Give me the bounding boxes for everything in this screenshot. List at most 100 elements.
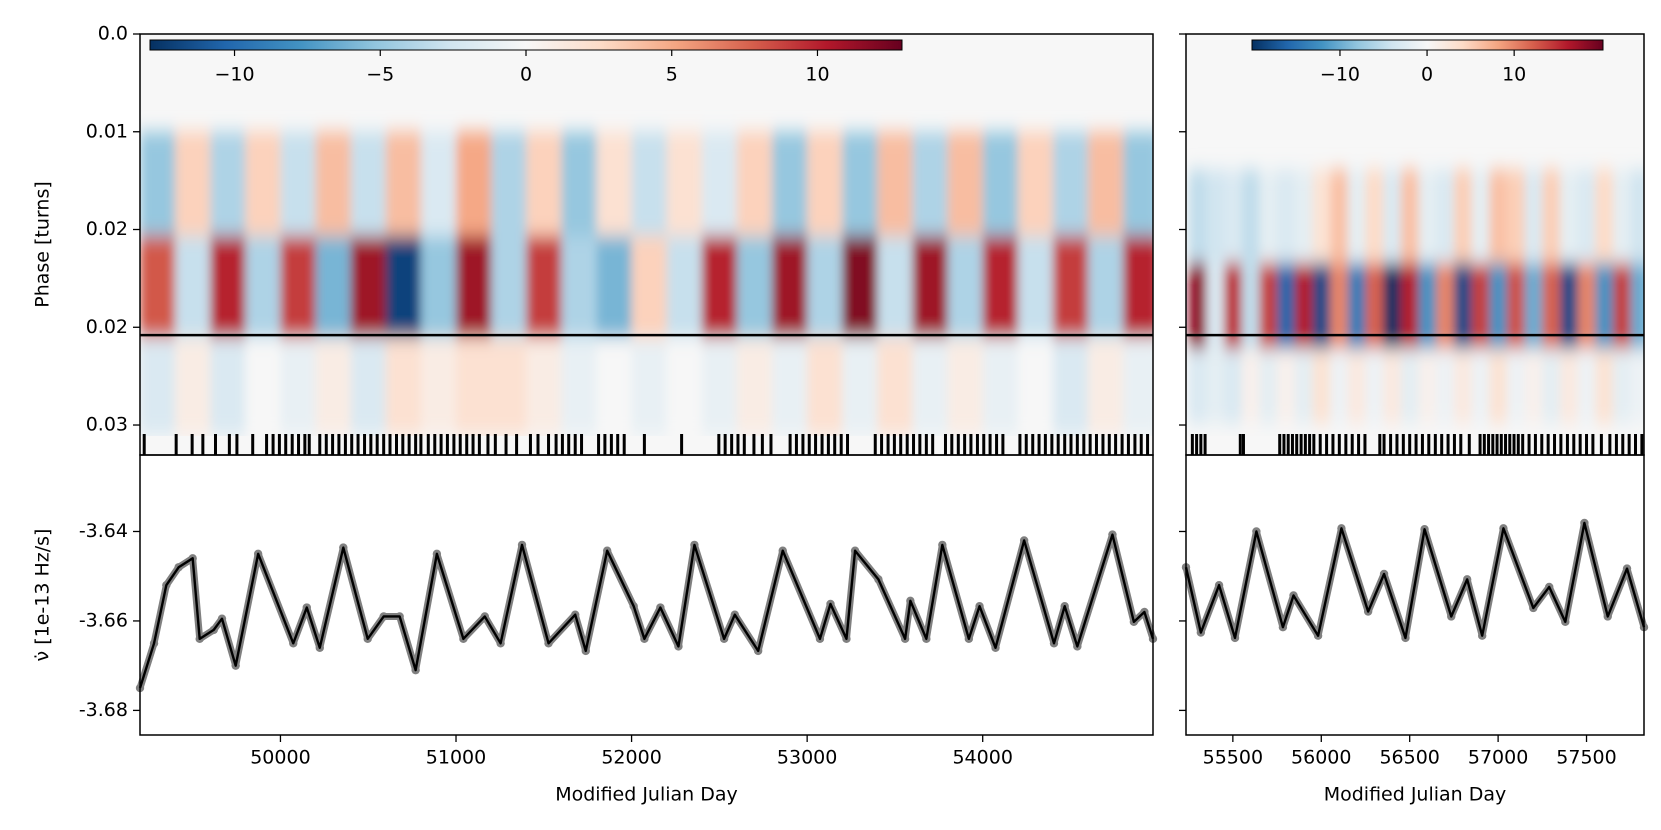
heatmap-cell <box>1277 169 1296 264</box>
heatmap-cell <box>1188 348 1207 424</box>
heatmap-cell <box>1052 337 1089 435</box>
heatmap-cell <box>1088 236 1124 338</box>
series-halo <box>136 531 1157 690</box>
heatmap-cell <box>982 337 1019 435</box>
heatmap-cell <box>1123 236 1153 338</box>
heatmap-cell <box>1524 348 1543 424</box>
heatmap-cell <box>666 337 703 435</box>
colorbar-tick-label: 0 <box>1421 64 1433 86</box>
heatmap-cell <box>1542 348 1561 424</box>
heatmap-cell <box>701 236 738 338</box>
heatmap-cell <box>385 236 422 338</box>
heatmap-cell <box>456 337 492 435</box>
heatmap-cell <box>1524 169 1543 264</box>
heatmap-cell <box>526 131 562 237</box>
heatmap-cell <box>947 236 984 338</box>
heatmap-cell <box>245 337 281 435</box>
heatmap-cell <box>1436 263 1455 349</box>
heatmap-cell <box>1294 348 1313 424</box>
heatmap-cell <box>1453 169 1473 264</box>
heatmap-cell <box>982 131 1019 237</box>
heatmap-cell <box>947 131 984 237</box>
heatmap-cell <box>842 131 878 237</box>
heatmap-cell <box>420 131 457 237</box>
heatmap-cell <box>1613 169 1632 264</box>
x-tick-label: 56500 <box>1379 747 1439 769</box>
heatmap-cell <box>1330 263 1349 349</box>
heatmap <box>1188 169 1644 424</box>
heatmap-cell <box>1123 131 1153 237</box>
heatmap-cell <box>140 131 176 237</box>
heatmap-cell <box>385 337 422 435</box>
heatmap-cell <box>1489 169 1508 264</box>
x-tick-label: 56000 <box>1291 747 1351 769</box>
heatmap-cell <box>596 236 633 338</box>
heatmap-cell <box>245 131 281 237</box>
x-axis-label: Modified Julian Day <box>555 784 738 806</box>
heatmap-cell <box>1400 169 1420 264</box>
heatmap-cell <box>1188 263 1207 349</box>
heatmap-cell <box>1330 348 1349 424</box>
y-tick-label: 0.0 <box>98 23 128 45</box>
heatmap-cell <box>1471 348 1490 424</box>
heatmap-cell <box>1400 348 1420 424</box>
heatmap-cell <box>1613 263 1632 349</box>
heatmap-cell <box>561 236 597 338</box>
heatmap-cell <box>1312 348 1331 424</box>
heatmap <box>140 131 1153 435</box>
heatmap-cell <box>1347 348 1366 424</box>
heatmap-cell <box>1471 169 1490 264</box>
axes-frame <box>139 454 1154 736</box>
heatmap-cell <box>1577 348 1596 424</box>
colorbar-tick-label: 10 <box>805 64 829 86</box>
colorbar-tick-label: −10 <box>214 64 254 86</box>
heatmap-cell <box>1542 169 1561 264</box>
colorbar <box>149 39 903 51</box>
heatmap-cell <box>350 131 387 237</box>
heatmap-cell <box>175 131 211 237</box>
heatmap-cell <box>1400 263 1420 349</box>
heatmap-cell <box>736 236 773 338</box>
heatmap-cell <box>631 131 668 237</box>
y-tick-label: 0.01 <box>86 120 128 142</box>
x-axis-label: Modified Julian Day <box>1324 784 1507 806</box>
x-tick-label: 57500 <box>1556 747 1616 769</box>
heatmap-cell <box>280 131 317 237</box>
heatmap-cell <box>1418 169 1437 264</box>
heatmap-cell <box>947 337 984 435</box>
heatmap-cell <box>315 337 352 435</box>
heatmap-cell <box>842 236 878 338</box>
heatmap-cell <box>1347 263 1366 349</box>
heatmap-cell <box>1365 169 1384 264</box>
y-tick-label: -3.68 <box>79 699 128 721</box>
heatmap-cell <box>1542 263 1561 349</box>
heatmap-cell <box>456 131 492 237</box>
heatmap-cell <box>1224 348 1243 424</box>
x-tick-label: 50000 <box>250 747 310 769</box>
heatmap-cell <box>1595 348 1614 424</box>
series-line <box>138 533 1155 689</box>
heatmap-cell <box>1365 348 1384 424</box>
heatmap-cell <box>1294 169 1313 264</box>
heatmap-cell <box>456 236 492 338</box>
heatmap-cell <box>1224 169 1243 264</box>
colorbar-tick-label: −5 <box>366 64 394 86</box>
y-axis-label: ν̇ [1e-13 Hz/s] <box>32 529 54 662</box>
heatmap-cell <box>912 131 949 237</box>
x-tick-label: 54000 <box>952 747 1012 769</box>
heatmap-cell <box>1560 348 1579 424</box>
heatmap-cell <box>175 337 211 435</box>
heatmap-cell <box>210 337 246 435</box>
heatmap-cell <box>631 236 668 338</box>
x-tick-label: 55500 <box>1203 747 1263 769</box>
heatmap-cell <box>175 236 211 338</box>
heatmap-cell <box>1206 169 1225 264</box>
x-tick-label: 52000 <box>601 747 661 769</box>
heatmap-cell <box>1383 348 1402 424</box>
heatmap-cell <box>526 236 562 338</box>
heatmap-cell <box>1383 169 1402 264</box>
heatmap-cell <box>1436 348 1455 424</box>
heatmap-cell <box>1123 337 1153 435</box>
